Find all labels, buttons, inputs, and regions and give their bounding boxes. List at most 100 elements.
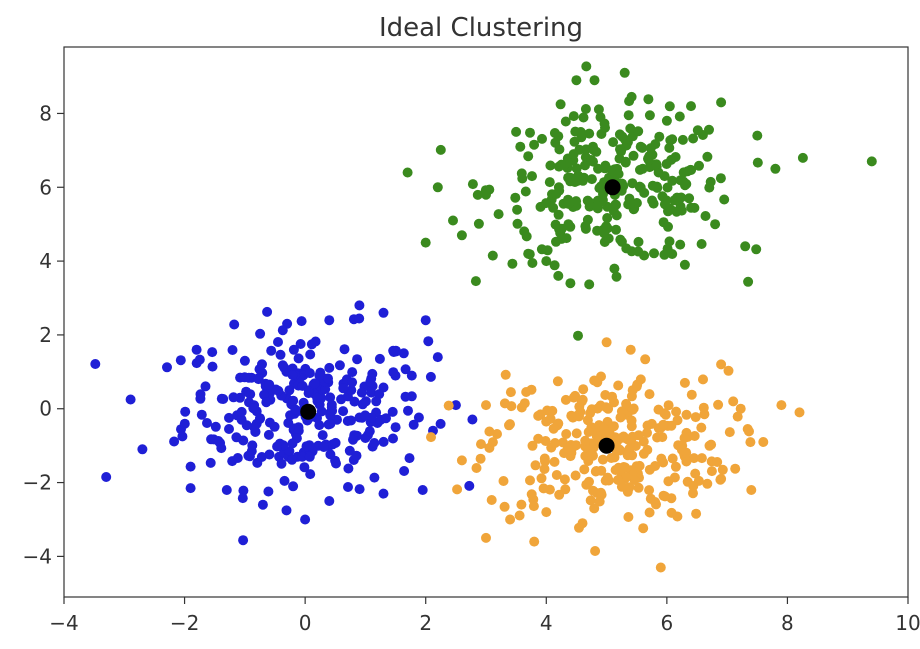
data-point	[354, 484, 365, 495]
data-point	[523, 151, 534, 162]
data-point	[210, 421, 221, 432]
data-point	[615, 234, 626, 245]
data-point	[599, 237, 610, 247]
data-point	[752, 157, 763, 168]
data-point	[516, 499, 527, 510]
data-point	[398, 348, 409, 359]
data-point	[284, 385, 295, 396]
data-point	[743, 276, 754, 287]
data-point	[640, 354, 651, 365]
data-point	[354, 313, 365, 324]
y-tick-label: 8	[39, 101, 52, 125]
data-point	[512, 218, 523, 229]
data-point	[194, 354, 205, 365]
x-tick-label: −2	[170, 611, 199, 635]
data-point	[300, 514, 311, 525]
data-point	[660, 409, 671, 420]
data-point	[426, 432, 436, 443]
data-point	[569, 136, 580, 147]
data-point	[404, 453, 415, 464]
x-tick-label: 4	[540, 611, 553, 635]
data-point	[615, 144, 625, 155]
data-point	[374, 389, 385, 400]
data-point	[553, 270, 564, 281]
data-point	[549, 260, 560, 271]
data-point	[649, 248, 659, 259]
data-point	[609, 263, 620, 274]
data-point	[390, 422, 401, 433]
data-point	[622, 450, 633, 461]
data-point	[719, 194, 730, 205]
data-point	[712, 457, 723, 467]
data-point	[639, 187, 650, 198]
data-point	[356, 387, 367, 398]
data-point	[705, 176, 716, 187]
data-point	[645, 143, 656, 154]
data-point	[553, 209, 564, 220]
data-point	[456, 230, 467, 241]
data-point	[568, 149, 579, 160]
data-point	[751, 244, 762, 255]
data-point	[195, 389, 206, 400]
data-point	[224, 412, 234, 423]
data-point	[352, 354, 363, 365]
axes-layer: −4 −2 0 2 4 6 8 10 −4 −2 0 2 4 6 8	[23, 46, 920, 635]
data-point	[659, 249, 670, 260]
centroid-point	[300, 403, 317, 420]
data-point	[487, 250, 498, 261]
data-point	[679, 377, 690, 388]
data-point	[678, 176, 689, 187]
data-point	[597, 454, 608, 465]
data-point	[550, 438, 561, 448]
data-point	[621, 243, 632, 254]
data-point	[507, 258, 518, 269]
data-point	[324, 496, 335, 506]
data-point	[544, 177, 555, 188]
data-point	[169, 436, 180, 447]
data-point	[264, 449, 275, 460]
data-point	[561, 233, 572, 244]
data-point	[717, 464, 728, 475]
data-point	[255, 328, 266, 339]
data-point	[314, 370, 325, 381]
data-point	[599, 163, 610, 174]
data-point	[511, 126, 522, 137]
data-point	[301, 441, 312, 452]
data-point	[713, 399, 724, 410]
data-point	[625, 123, 636, 134]
data-point	[730, 463, 741, 474]
data-point	[618, 462, 629, 473]
data-point	[715, 474, 726, 485]
data-point	[620, 157, 631, 168]
data-point	[770, 163, 781, 174]
data-point	[288, 344, 299, 355]
data-point	[266, 345, 277, 356]
data-point	[681, 456, 692, 467]
data-point	[547, 405, 558, 416]
data-point	[476, 439, 486, 450]
data-point	[676, 192, 687, 203]
data-point	[162, 362, 172, 373]
data-point	[505, 387, 516, 398]
data-point	[101, 472, 112, 482]
data-point	[584, 128, 595, 139]
data-point	[583, 427, 594, 437]
data-point	[608, 203, 619, 213]
data-point	[644, 151, 655, 161]
data-point	[623, 110, 634, 121]
data-point	[360, 410, 371, 421]
data-point	[627, 178, 638, 189]
data-point	[515, 141, 526, 152]
data-point	[237, 493, 248, 504]
data-point	[732, 411, 743, 422]
data-point	[565, 278, 576, 289]
data-point	[388, 433, 398, 444]
data-point	[420, 237, 431, 248]
data-point	[244, 451, 255, 462]
data-point	[253, 374, 264, 385]
data-point	[627, 385, 638, 396]
data-point	[349, 396, 360, 407]
data-point	[196, 409, 207, 420]
data-point	[539, 464, 550, 474]
data-point	[633, 482, 644, 493]
